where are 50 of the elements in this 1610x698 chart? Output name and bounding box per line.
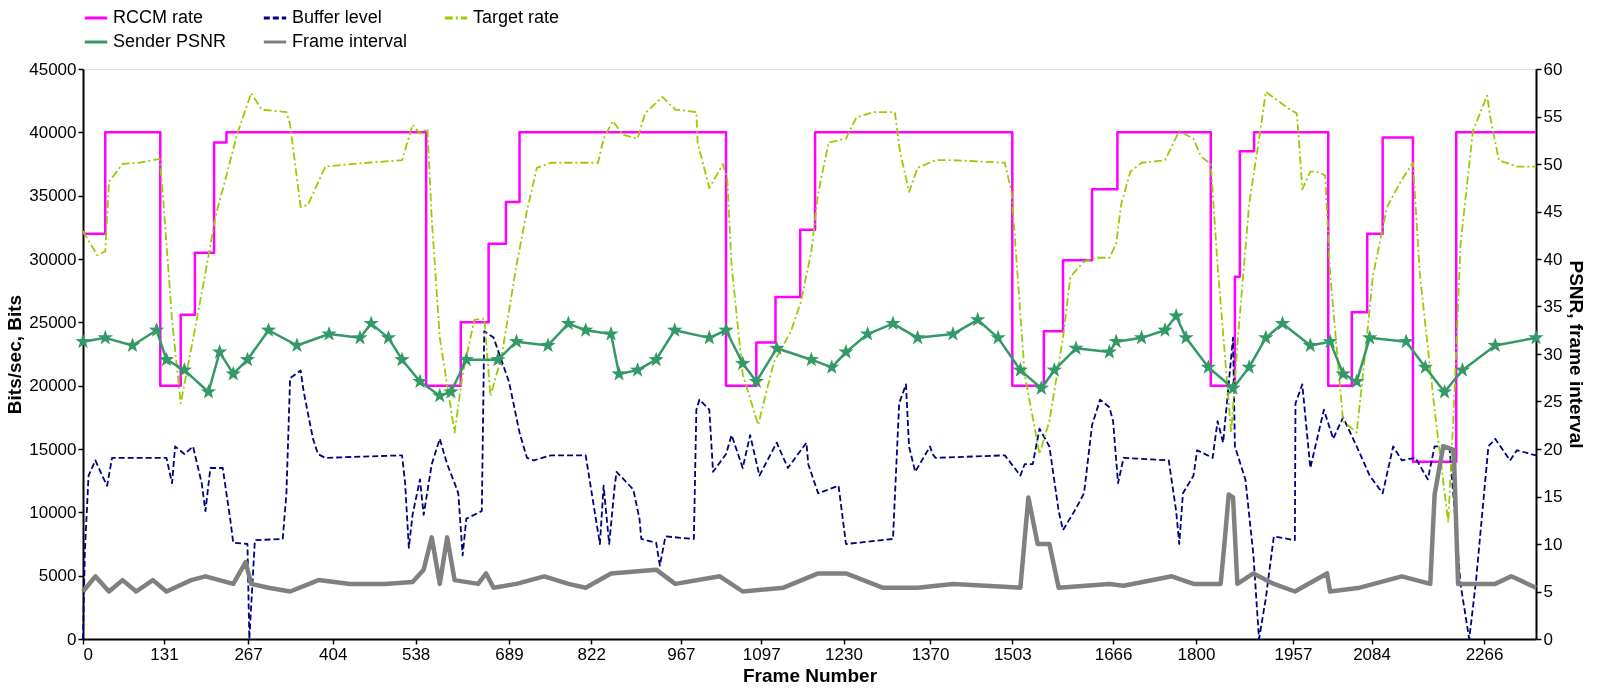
y2-tick-label: 55: [1543, 107, 1563, 126]
y2-axis-title: PSNR, frame interval: [1566, 260, 1588, 449]
y2-tick-label: 25: [1543, 392, 1563, 411]
x-tick-label: 538: [401, 644, 431, 664]
y-tick-label: 45000: [29, 59, 77, 79]
y2-tick-label: 30: [1543, 344, 1563, 364]
y-tick-label: 5000: [38, 566, 77, 586]
x-tick-label: 404: [319, 644, 348, 664]
y2-tick-label: 40: [1543, 249, 1563, 269]
legend-label: Sender PSNR: [113, 31, 227, 51]
y-tick-label: 25000: [29, 312, 77, 332]
y-tick-label: 40000: [29, 122, 77, 142]
x-tick-label: 131: [150, 644, 179, 664]
line-series: [82, 90, 1537, 524]
x-tick-label: 2084: [1353, 644, 1391, 664]
y-tick-label: 20000: [29, 376, 77, 396]
y-tick-label: 15000: [29, 439, 77, 459]
x-tick-label: 267: [234, 644, 263, 664]
x-tick-label: 2266: [1465, 644, 1504, 664]
x-tick-label: 1800: [1177, 644, 1216, 664]
x-tick-label: 822: [577, 644, 606, 664]
y2-tick-label: 5: [1543, 582, 1553, 601]
y2-tick-label: 20: [1543, 439, 1563, 459]
x-tick-label: 967: [667, 644, 696, 664]
y2-tick-label: 35: [1543, 297, 1563, 316]
x-tick-label: 1370: [911, 644, 950, 664]
y-tick-label: 35000: [29, 186, 77, 206]
y-axis-title: Bits/sec, Bits: [4, 294, 26, 415]
y-tick-label: 0: [67, 629, 77, 649]
y2-tick-label: 45: [1543, 202, 1563, 221]
y2-tick-label: 50: [1543, 154, 1563, 174]
x-tick-label: 1230: [825, 644, 863, 664]
y2-tick-label: 15: [1543, 487, 1563, 506]
x-tick-label: 1957: [1274, 644, 1313, 664]
x-tick-label: 1503: [993, 644, 1032, 664]
y-tick-label: 10000: [29, 502, 77, 522]
legend-label: RCCM rate: [113, 7, 204, 27]
x-tick-label: 689: [495, 644, 524, 664]
y2-tick-label: 10: [1543, 534, 1563, 554]
legend-label: Buffer level: [292, 7, 382, 27]
legend-label: Target rate: [473, 7, 560, 27]
y2-tick-label: 0: [1543, 629, 1553, 649]
x-axis-title: Frame Number: [742, 664, 878, 686]
line-series: [80, 443, 1539, 594]
x-tick-label: 0: [83, 644, 93, 664]
legend-label: Frame interval: [292, 31, 408, 51]
y-tick-label: 30000: [29, 249, 77, 269]
y2-tick-label: 60: [1543, 59, 1563, 79]
x-tick-label: 1666: [1094, 644, 1133, 664]
x-tick-label: 1097: [742, 644, 781, 664]
